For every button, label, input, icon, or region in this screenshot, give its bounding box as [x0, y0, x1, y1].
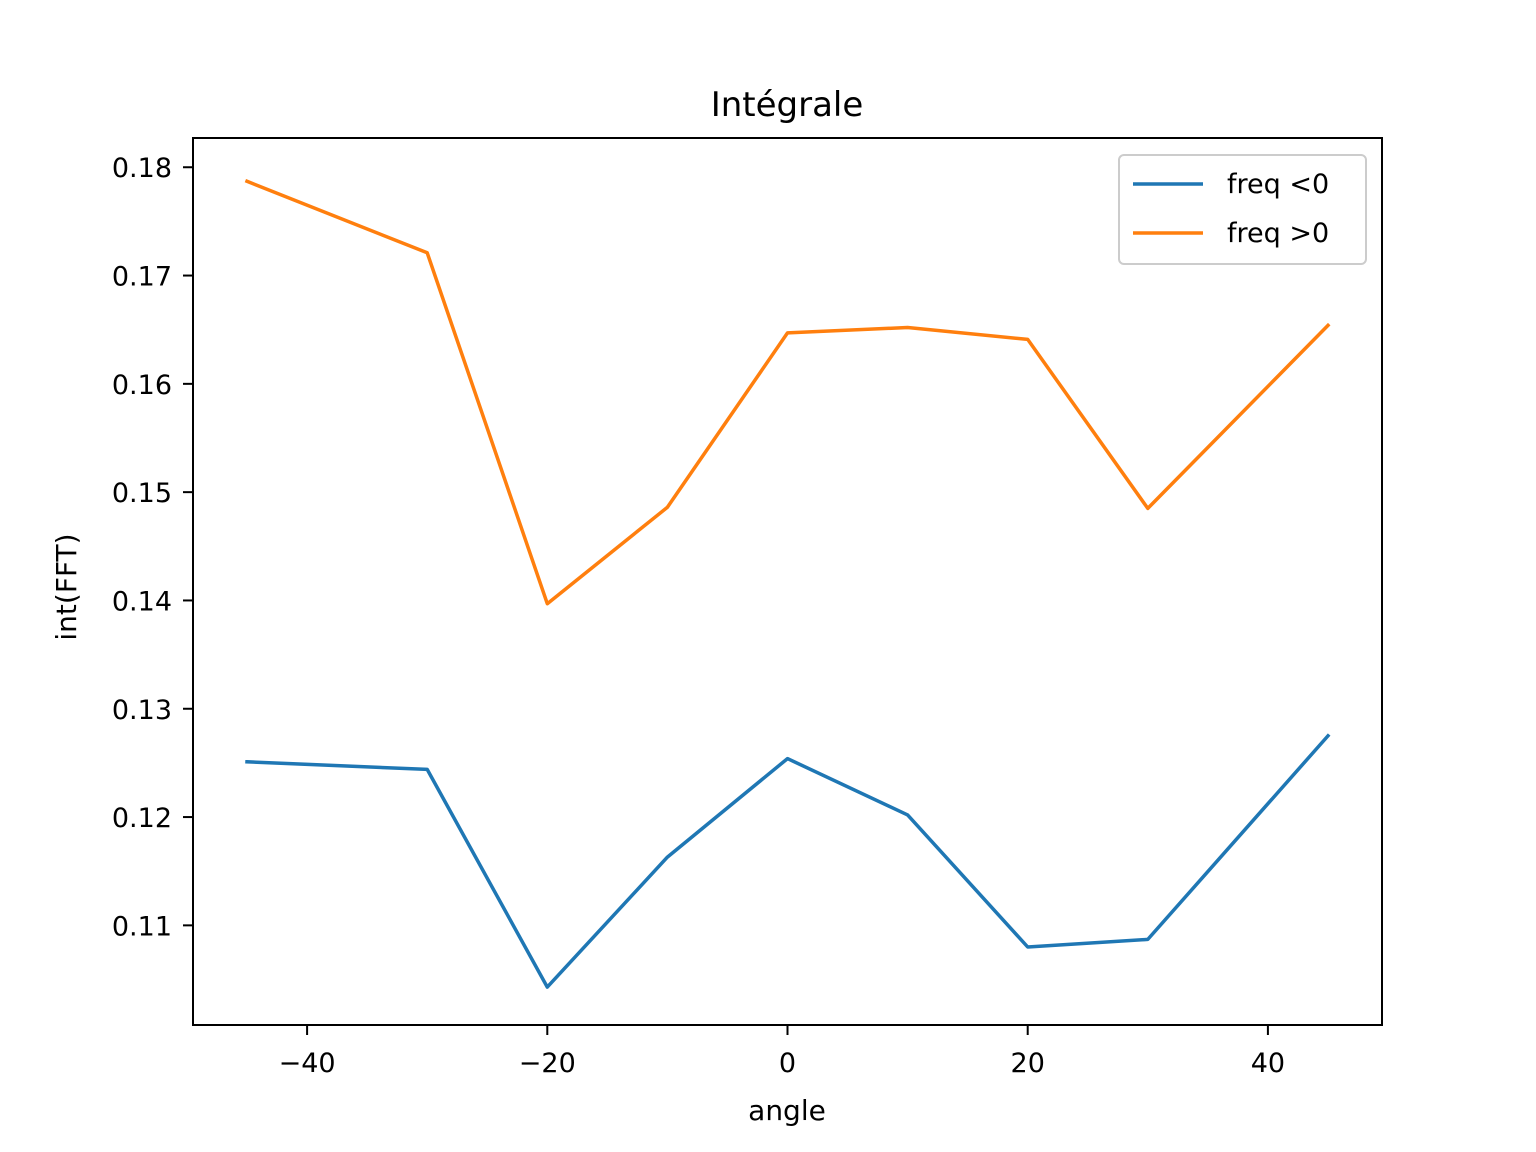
y-tick-label: 0.18: [112, 153, 172, 184]
y-tick-label: 0.16: [112, 370, 172, 401]
x-tick-label: −20: [519, 1048, 576, 1079]
y-tick-label: 0.17: [112, 262, 172, 293]
y-tick-label: 0.12: [112, 803, 172, 834]
y-axis-label: int(FFT): [50, 533, 83, 640]
series-line-2: [244, 179, 1331, 606]
y-tick-label: 0.15: [112, 478, 172, 509]
y-tick-label: 0.13: [112, 695, 172, 726]
y-tick-label: 0.14: [112, 586, 172, 617]
x-tick-label: 20: [1011, 1048, 1045, 1079]
chart-title: Intégrale: [711, 85, 864, 125]
x-tick-label: 0: [779, 1048, 796, 1079]
legend-label-series-2: freq >0: [1227, 218, 1329, 249]
y-tick-label: 0.11: [112, 911, 172, 942]
legend-label-series-1: freq <0: [1227, 169, 1329, 200]
legend: freq <0 freq >0: [1118, 154, 1367, 265]
x-tick-label: 40: [1251, 1048, 1285, 1079]
plot-lines: [244, 179, 1331, 989]
x-axis-ticks: −40 −20 0 20 40: [279, 1025, 1285, 1079]
y-axis-ticks: 0.11 0.12 0.13 0.14 0.15 0.16 0.17 0.18: [112, 153, 193, 942]
x-axis-label: angle: [748, 1094, 826, 1127]
series-line-1: [245, 733, 1331, 989]
x-tick-label: −40: [279, 1048, 336, 1079]
